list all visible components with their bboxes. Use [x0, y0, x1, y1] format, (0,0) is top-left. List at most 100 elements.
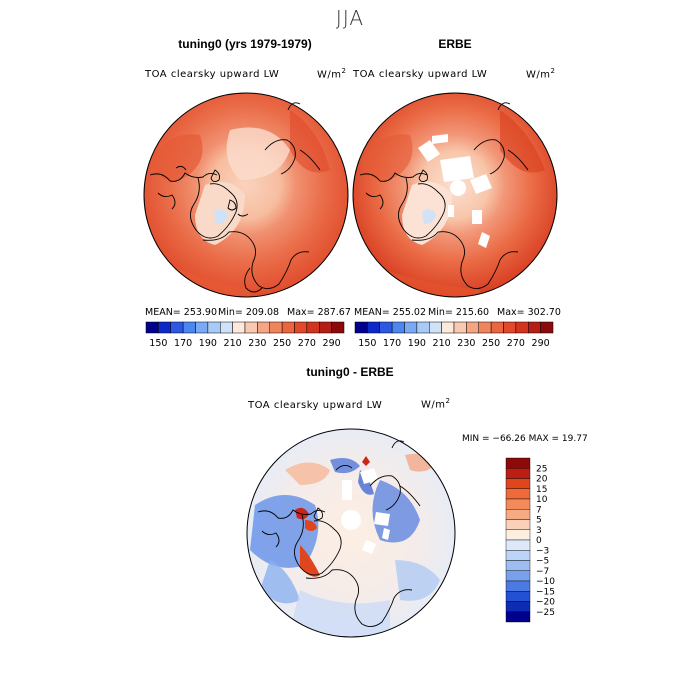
colorbar-tick-label: 3: [536, 526, 542, 536]
colorbar-tick-label: −20: [536, 598, 555, 608]
colorbar-tick-label: 290: [532, 338, 550, 349]
stat-mean-model: MEAN= 253.90: [145, 307, 218, 318]
colorbar-swatch: [528, 321, 541, 334]
colorbar-tick-label: 15: [536, 485, 547, 495]
colorbar-swatch: [505, 519, 531, 530]
colorbar-tick-label: 230: [457, 338, 475, 349]
colorbar-swatch: [441, 321, 455, 334]
colorbar-swatch: [170, 321, 184, 334]
colorbar-swatch: [429, 321, 442, 334]
units-label-obs: W/m2: [526, 67, 556, 81]
colorbar-tick-label: 20: [536, 475, 548, 485]
colorbar-tick-label: 210: [224, 338, 242, 349]
colorbar-tick-label: 250: [273, 338, 291, 349]
colorbar-swatch: [269, 321, 283, 334]
colorbar-swatch: [319, 321, 332, 334]
colorbar-swatch: [503, 321, 517, 334]
colorbar-tick-label: 250: [482, 338, 500, 349]
colorbar-tick-label: 150: [358, 338, 376, 349]
colorbar-swatch: [505, 478, 531, 489]
units-label-diff: W/m2: [421, 397, 451, 411]
stat-minmax-diff: MIN = −66.26 MAX = 19.77: [462, 434, 588, 444]
colorbar-tick-label: −7: [536, 567, 549, 577]
colorbar-obs: 150 170 190 210 230 250 270 290: [354, 321, 554, 349]
colorbar-swatch: [515, 321, 529, 334]
colorbar-tick-label: 190: [199, 338, 217, 349]
colorbar-swatch: [505, 601, 531, 612]
colorbar-swatch: [505, 550, 531, 561]
colorbar-swatch: [379, 321, 393, 334]
colorbar-swatch: [232, 321, 246, 334]
colorbar-swatch: [145, 321, 159, 334]
colorbar-tick-label: 210: [433, 338, 451, 349]
figure-title: JJA: [335, 6, 365, 30]
colorbar-swatch: [294, 321, 308, 334]
colorbar-swatch: [158, 321, 171, 334]
colorbar-tick-label: 150: [149, 338, 167, 349]
panel-title-obs: ERBE: [438, 37, 472, 51]
colorbar-tick-label: 290: [323, 338, 341, 349]
colorbar-swatch: [367, 321, 380, 334]
variable-label-model: TOA clearsky upward LW: [145, 69, 280, 80]
colorbar-tick-label: 190: [408, 338, 426, 349]
colorbar-swatch: [182, 321, 196, 334]
colorbar-tick-label: 0: [536, 536, 542, 546]
colorbar-swatch: [478, 321, 492, 334]
colorbar-swatch: [306, 321, 320, 334]
colorbar-swatch: [331, 321, 345, 334]
colorbar-swatch: [505, 529, 531, 541]
map-diff: [246, 428, 456, 638]
map-model: [143, 92, 349, 298]
colorbar-swatch: [207, 321, 221, 334]
colorbar-swatch: [505, 591, 531, 602]
colorbar-swatch: [505, 509, 531, 520]
colorbar-swatch: [244, 321, 258, 334]
stat-mean-obs: MEAN= 255.02: [354, 307, 427, 318]
colorbar-swatch: [505, 580, 531, 592]
colorbar-tick-label: −15: [536, 587, 555, 597]
colorbar-swatch: [257, 321, 270, 334]
colorbar-tick-label: −10: [536, 577, 555, 587]
colorbar-tick-label: −3: [536, 546, 549, 556]
colorbar-tick-label: −5: [536, 557, 549, 567]
colorbar-tick-label: 270: [298, 338, 316, 349]
colorbar-swatch: [466, 321, 479, 334]
colorbar-swatch: [281, 321, 295, 334]
colorbar-swatch: [505, 539, 531, 551]
stat-min-model: Min= 209.08: [218, 307, 280, 318]
colorbar-swatch: [404, 321, 418, 334]
colorbar-tick-label: 270: [507, 338, 525, 349]
colorbar-swatch: [505, 560, 531, 571]
colorbar-tick-label: 10: [536, 495, 548, 505]
colorbar-swatch: [540, 321, 554, 334]
colorbar-tick-label: 170: [383, 338, 401, 349]
colorbar-swatch: [505, 488, 531, 500]
stat-max-obs: Max= 302.70: [497, 307, 561, 318]
panel-title-model: tuning0 (yrs 1979-1979): [178, 37, 312, 51]
colorbar-swatch: [354, 321, 368, 334]
variable-label-obs: TOA clearsky upward LW: [353, 69, 488, 80]
colorbar-swatch: [220, 321, 233, 334]
colorbar-swatch: [505, 468, 531, 479]
colorbar-swatch: [490, 321, 504, 334]
colorbar-tick-label: 7: [536, 505, 542, 515]
colorbar-tick-label: 230: [248, 338, 266, 349]
colorbar-swatch: [505, 611, 531, 623]
colorbar-tick-label: −25: [536, 608, 555, 618]
colorbar-tick-label: 5: [536, 516, 542, 526]
stat-min-obs: Min= 215.60: [428, 307, 490, 318]
colorbar-tick-label: 170: [174, 338, 192, 349]
colorbar-swatch: [195, 321, 209, 334]
colorbar-swatch: [505, 498, 531, 510]
variable-label-diff: TOA clearsky upward LW: [248, 400, 383, 411]
map-obs: [352, 92, 558, 298]
colorbar-swatch: [391, 321, 405, 334]
stat-max-model: Max= 287.67: [287, 307, 351, 318]
colorbar-swatch: [453, 321, 467, 334]
panel-title-diff: tuning0 - ERBE: [306, 365, 394, 379]
colorbar-swatch: [505, 570, 531, 582]
colorbar-swatch: [416, 321, 430, 334]
colorbar-swatch: [505, 457, 531, 469]
